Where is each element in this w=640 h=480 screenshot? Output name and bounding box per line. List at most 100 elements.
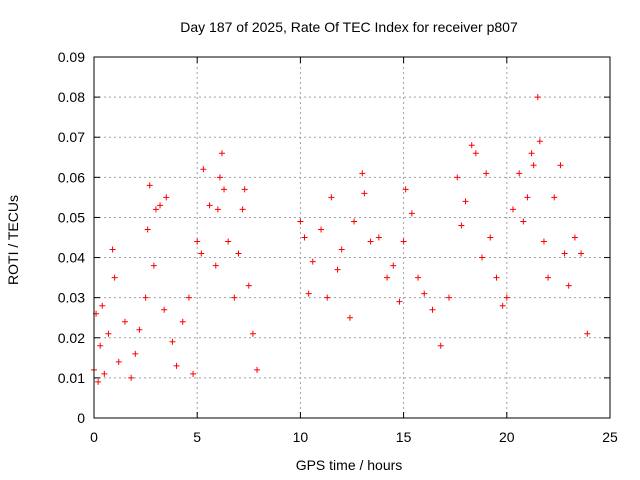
data-point	[200, 166, 207, 173]
data-point	[169, 338, 176, 345]
data-point	[95, 378, 102, 385]
data-point	[415, 274, 422, 281]
x-tick-label: 0	[90, 429, 98, 445]
data-point	[249, 330, 256, 337]
y-tick-label: 0.06	[58, 169, 85, 185]
data-point	[218, 150, 225, 157]
data-point	[462, 198, 469, 205]
data-point	[99, 302, 106, 309]
data-point	[408, 210, 415, 217]
y-tick-label: 0.02	[58, 330, 85, 346]
data-point	[225, 238, 232, 245]
data-point	[351, 218, 358, 225]
data-point	[578, 250, 585, 257]
x-tick-label: 5	[193, 429, 201, 445]
data-point	[136, 326, 143, 333]
data-point	[305, 290, 312, 297]
data-point	[185, 294, 192, 301]
data-point	[163, 194, 170, 201]
data-point	[472, 150, 479, 157]
data-point	[194, 238, 201, 245]
data-point	[458, 222, 465, 229]
data-point	[97, 342, 104, 349]
data-point	[121, 318, 128, 325]
data-point	[429, 306, 436, 313]
data-point	[179, 318, 186, 325]
data-point	[402, 186, 409, 193]
data-point	[534, 94, 541, 101]
data-point	[545, 274, 552, 281]
data-point	[324, 294, 331, 301]
x-tick-label: 20	[499, 429, 515, 445]
y-tick-label: 0.01	[58, 370, 85, 386]
data-point	[132, 350, 139, 357]
data-point	[551, 194, 558, 201]
axis-ticks	[93, 56, 611, 419]
data-point	[157, 202, 164, 209]
data-point	[318, 226, 325, 233]
data-point	[101, 370, 108, 377]
data-point	[520, 218, 527, 225]
data-point	[421, 290, 428, 297]
data-point	[468, 142, 475, 149]
data-point	[530, 162, 537, 169]
grid-lines	[94, 57, 610, 418]
data-point	[540, 238, 547, 245]
y-tick-label: 0.07	[58, 129, 85, 145]
data-point	[557, 162, 564, 169]
data-point	[254, 366, 261, 373]
data-point	[241, 186, 248, 193]
x-axis-label: GPS time / hours	[296, 457, 403, 473]
y-axis-label: ROTI / TECUs	[5, 195, 21, 285]
data-point	[245, 282, 252, 289]
data-point	[509, 206, 516, 213]
data-point	[446, 294, 453, 301]
data-point	[359, 170, 366, 177]
data-point	[206, 202, 213, 209]
data-point	[221, 186, 228, 193]
plot-frame	[93, 56, 611, 419]
data-point	[524, 194, 531, 201]
data-point	[334, 266, 341, 273]
y-tick-label: 0.08	[58, 89, 85, 105]
data-point	[483, 170, 490, 177]
x-tick-label: 15	[396, 429, 412, 445]
axis-tick-labels: 0 5 10 15 20 25 0 0.01 0.02 0.03 0.04 0.05 0.06 0.07 0…	[58, 49, 618, 445]
data-point	[561, 250, 568, 257]
data-point	[231, 294, 238, 301]
data-point	[396, 298, 403, 305]
data-point	[150, 262, 157, 269]
data-point	[536, 138, 543, 145]
data-point	[161, 306, 168, 313]
data-point	[216, 174, 223, 181]
data-point	[109, 246, 116, 253]
x-tick-label: 25	[602, 429, 618, 445]
data-point	[493, 274, 500, 281]
data-point	[235, 250, 242, 257]
data-point	[212, 262, 219, 269]
data-point	[297, 218, 304, 225]
data-point	[152, 206, 159, 213]
data-point	[375, 234, 382, 241]
data-point	[384, 274, 391, 281]
data-point	[214, 206, 221, 213]
data-point	[144, 226, 151, 233]
data-point	[328, 194, 335, 201]
data-point	[584, 330, 591, 337]
data-point	[239, 206, 246, 213]
data-point	[503, 294, 510, 301]
data-point	[528, 150, 535, 157]
data-point	[516, 170, 523, 177]
data-points	[91, 94, 591, 385]
data-point	[367, 238, 374, 245]
data-point	[142, 294, 149, 301]
data-point	[190, 370, 197, 377]
data-point	[454, 174, 461, 181]
data-point	[128, 374, 135, 381]
y-tick-label: 0	[77, 410, 85, 426]
data-point	[198, 250, 205, 257]
y-tick-label: 0.04	[58, 250, 85, 266]
data-point	[115, 358, 122, 365]
data-point	[346, 314, 353, 321]
data-point	[499, 302, 506, 309]
